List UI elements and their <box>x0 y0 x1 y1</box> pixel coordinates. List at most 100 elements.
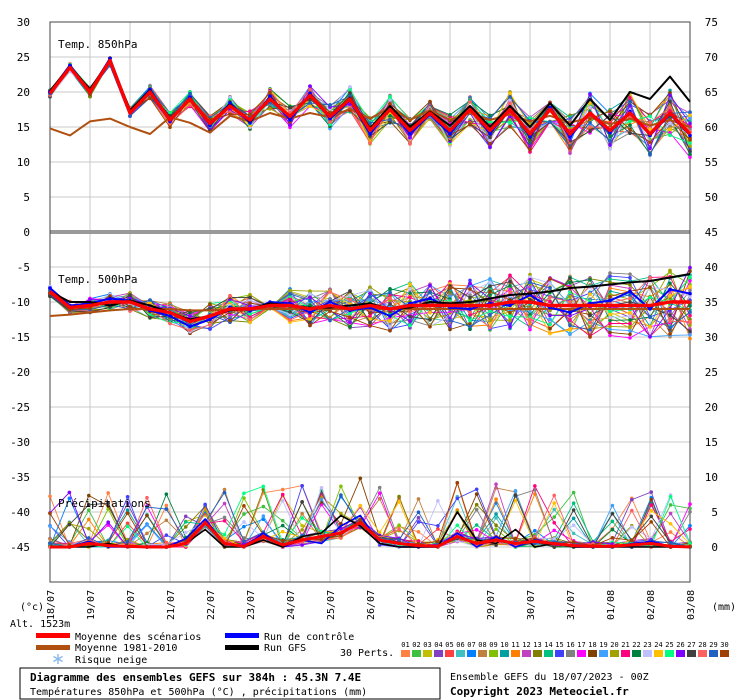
pert-t500-line-point <box>568 323 572 328</box>
y-left-tick-label: -10 <box>10 296 30 309</box>
pert-t850-line-point <box>508 91 512 95</box>
y-left-tick-label: 15 <box>17 121 30 134</box>
pert-t500-line-point <box>588 313 592 318</box>
y-left-tick-label: -20 <box>10 366 30 379</box>
pert-t500-line-point <box>688 279 692 283</box>
pert-t850-line-point <box>308 101 312 105</box>
pert-t500-line-point <box>688 265 692 270</box>
pert-t850-line-point <box>688 152 692 157</box>
control-t500-line-point <box>388 314 392 318</box>
pert-t500-line-point <box>568 294 572 299</box>
pert-number-label: 15 <box>555 641 563 649</box>
pert-t850-line-point <box>248 109 252 113</box>
pert-precip-line-point <box>552 545 557 549</box>
pert-t500-line-point <box>608 312 612 317</box>
pert-t500-line-point <box>648 325 652 329</box>
y-right-tick-label: 45 <box>705 226 718 239</box>
pert-precip-line-point <box>416 497 421 501</box>
pert-t500-line-point <box>488 289 492 294</box>
pert-precip-line-point <box>649 497 654 502</box>
mean-precip-line <box>50 521 691 549</box>
pert-t500-line-point <box>248 301 252 305</box>
pert-t500-line-point <box>248 320 252 324</box>
chart-axes: 302520151050-5-10-15-20-25-30-35-40-4575… <box>10 16 718 620</box>
pert-precip-line-point <box>280 498 285 503</box>
footer-run: Ensemble GEFS du 18/07/2023 - 00Z <box>450 672 649 683</box>
pert-t500-line-point <box>668 325 672 330</box>
pert-t850-line-point <box>488 138 492 143</box>
pert-precip-line-point <box>242 512 246 516</box>
pert-precip-line-point <box>280 487 285 492</box>
pert-number-label: 17 <box>577 641 585 649</box>
pert-t500-line-point <box>348 289 352 293</box>
control-t500-line-point <box>428 296 432 301</box>
control-t500-line-point <box>568 310 572 315</box>
pert-t850-line-point <box>688 116 692 121</box>
pert-t500-line-point <box>688 304 692 308</box>
pert-t500-line-point <box>508 279 512 284</box>
pert-t850-line-point <box>608 143 612 147</box>
pert-t500-line-point <box>468 287 472 291</box>
pert-precip-line-point <box>552 520 557 525</box>
y-right-tick-label: 20 <box>705 401 718 414</box>
pert-number-label: 04 <box>434 641 442 649</box>
pert-precip-line-point <box>630 508 634 513</box>
pert-t850-line-point <box>668 127 672 132</box>
pert-t500-line-point <box>688 329 692 334</box>
pert-t500-line-point <box>328 309 332 313</box>
y-left-tick-label: 0 <box>23 226 30 239</box>
pert-t500-line-point <box>468 310 472 314</box>
pert-t850-line-point <box>488 135 492 140</box>
pert-color-swatch <box>401 650 410 657</box>
pert-t850-line-point <box>568 151 572 155</box>
pert-t850-line-point <box>168 110 172 115</box>
pert-color-swatch <box>588 650 597 657</box>
pert-precip-line-point <box>377 530 382 535</box>
pert-t500-line-point <box>628 314 632 319</box>
pert-precip-line-point <box>436 523 440 528</box>
pert-precip-line-point <box>668 521 673 526</box>
pert-t500-line-point <box>248 314 252 319</box>
pert-t500-line-point <box>548 313 552 318</box>
pert-t500-line-point <box>368 311 372 315</box>
pert-precip-line-point <box>494 516 498 520</box>
pert-t500-line-point <box>608 318 612 323</box>
pert-t500-line-point <box>488 321 492 326</box>
control-t500-line-point <box>108 296 112 301</box>
pert-t500-line-point <box>468 324 472 329</box>
pert-precip-line-point <box>649 508 654 513</box>
pert-t500-line-point <box>228 294 232 298</box>
pert-t850-line-point <box>628 123 632 127</box>
legend-swatch-climatology <box>36 645 70 650</box>
pert-t850-line-point <box>528 115 532 120</box>
x-tick-label: 21/07 <box>166 590 177 620</box>
pert-t500-line-point <box>468 327 472 332</box>
pert-color-swatch <box>445 650 454 657</box>
pert-t850-line-point <box>388 120 392 125</box>
pert-t500-line-point <box>648 315 652 320</box>
pert-t500-line-point <box>368 320 372 325</box>
pert-t850-line-point <box>608 109 612 114</box>
pert-t500-line-point <box>288 318 292 322</box>
pert-precip-line-point <box>494 543 498 548</box>
pert-t500-line-point <box>688 333 692 337</box>
pert-precip-line-point <box>474 502 479 507</box>
pert-t500-line-point <box>608 321 612 326</box>
pert-t500-line-point <box>308 289 312 293</box>
pert-t500-line-point <box>608 294 612 299</box>
pert-precip-line-point <box>145 523 149 527</box>
pert-precip-line-point <box>125 495 130 499</box>
pert-t500-line-point <box>408 323 412 328</box>
pert-t850-line-point <box>648 127 652 131</box>
pert-t500-line-point <box>468 321 472 326</box>
pert-t850-line-point <box>668 133 672 138</box>
pert-t500-line-point <box>348 297 352 302</box>
pert-t500-line-point <box>608 280 612 284</box>
pert-precip-line-point <box>630 497 634 502</box>
legend-swatch-gfs <box>225 645 259 650</box>
pert-precip-line-point <box>145 513 149 518</box>
pert-precip-line-point <box>145 495 149 500</box>
pert-t500-line-point <box>388 296 392 301</box>
pert-t500-line-point <box>408 314 412 319</box>
pert-precip-line-point <box>242 496 246 500</box>
